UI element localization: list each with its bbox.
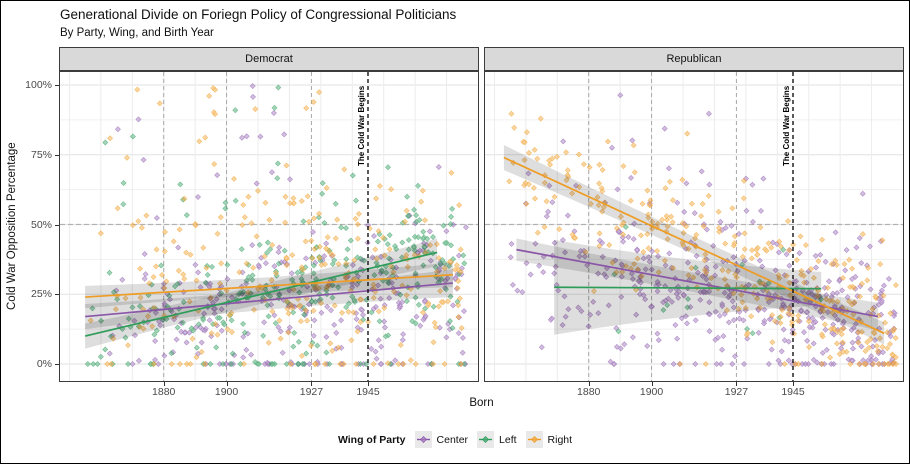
chart-subtitle: By Party, Wing, and Birth Year [60,27,214,39]
x-axis-title: Born [469,397,494,409]
legend-title: Wing of Party [337,433,406,446]
facet-label-democrat: Democrat [245,53,293,65]
panel-democrat [59,71,479,382]
legend: Wing of Party Center Left Right [1,431,909,448]
x-tick-mark [651,382,653,386]
x-tick-label: 1927 [299,386,324,398]
x-tick-label: 1880 [577,386,601,398]
y-tick-label: 25% [30,288,52,301]
facet-strip-democrat: Democrat [59,47,479,71]
facet-label-republican: Republican [666,53,722,65]
legend-item-center: Center [414,431,469,448]
cold-war-annotation-republican: The Cold War Begins [782,85,791,166]
legend-label-left: Left [499,433,517,446]
chart-title: Generational Divide on Foriegn Policy of… [60,7,457,22]
panel-republican [484,71,904,382]
x-tick-mark [588,382,590,386]
x-tick-label: 1900 [639,386,664,398]
republican-plot [485,72,903,381]
x-tick-mark [311,382,313,386]
legend-item-left: Left [477,431,517,448]
legend-label-center: Center [436,433,469,446]
center-key-icon [414,431,432,448]
x-tick-label: 1880 [152,386,176,398]
x-tick-label: 1927 [724,386,749,398]
y-tick-mark [55,224,59,226]
x-tick-label: 1900 [214,386,239,398]
legend-label-right: Right [547,433,573,446]
x-tick-label: 1945 [356,386,380,398]
y-tick-label: 50% [30,218,52,231]
x-tick-mark [793,382,794,386]
y-tick-label: 100% [25,79,52,91]
right-key-icon [525,431,543,448]
y-tick-mark [55,294,59,296]
y-tick-label: 0% [36,358,52,370]
y-tick-mark [55,85,59,86]
cold-war-annotation-democrat: The Cold War Begins [357,85,366,166]
x-tick-mark [368,382,369,386]
y-tick-label: 75% [30,148,52,161]
facet-strip-republican: Republican [484,47,904,71]
x-tick-label: 1945 [781,386,805,398]
y-tick-mark [55,364,59,365]
legend-item-right: Right [525,431,573,448]
y-tick-mark [55,154,59,156]
democrat-plot [60,72,478,381]
x-tick-mark [226,382,228,386]
left-key-icon [477,431,495,448]
x-tick-mark [736,382,738,386]
x-tick-mark [163,382,165,386]
